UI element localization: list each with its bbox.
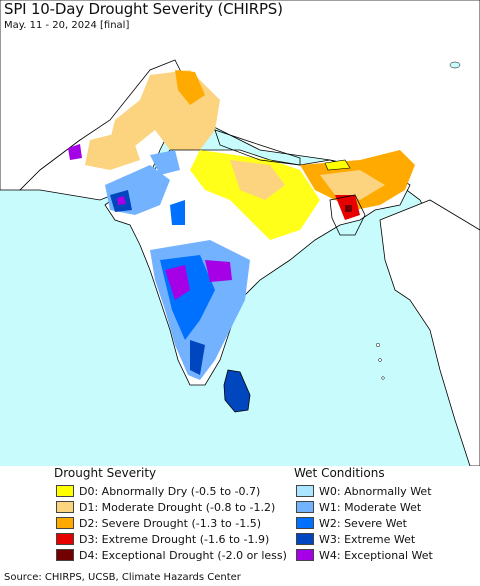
legend-item-w0: W0: Abnormally Wet: [296, 484, 432, 498]
legend-label-d3: D3: Extreme Drought (-1.6 to -1.9): [79, 532, 270, 546]
legend-label-w3: W3: Extreme Wet: [319, 532, 416, 546]
legend-item-w2: W2: Severe Wet: [296, 516, 407, 530]
legend-item-d4: D4: Exceptional Drought (-2.0 or less): [56, 548, 287, 562]
source-credit: Source: CHIRPS, UCSB, Climate Hazards Ce…: [4, 572, 241, 583]
legend-label-d1: D1: Moderate Drought (-0.8 to -1.2): [79, 500, 276, 514]
swatch-d4: [56, 549, 74, 561]
swatch-w0: [296, 485, 314, 497]
legend-item-d0: D0: Abnormally Dry (-0.5 to -0.7): [56, 484, 260, 498]
legend: Drought Severity Wet Conditions D0: Abno…: [0, 466, 480, 570]
legend-wet-title: Wet Conditions: [294, 466, 385, 480]
map-subtitle: May. 11 - 20, 2024 [final]: [4, 20, 130, 31]
legend-item-d2: D2: Severe Drought (-1.3 to -1.5): [56, 516, 261, 530]
legend-item-d3: D3: Extreme Drought (-1.6 to -1.9): [56, 532, 269, 546]
swatch-w1: [296, 501, 314, 513]
swatch-d3: [56, 533, 74, 545]
swatch-d1: [56, 501, 74, 513]
swatch-d2: [56, 517, 74, 529]
legend-label-d2: D2: Severe Drought (-1.3 to -1.5): [79, 516, 262, 530]
drought-map: [0, 0, 480, 466]
swatch-w3: [296, 533, 314, 545]
legend-item-w3: W3: Extreme Wet: [296, 532, 415, 546]
legend-item-d1: D1: Moderate Drought (-0.8 to -1.2): [56, 500, 275, 514]
legend-label-w4: W4: Exceptional Wet: [319, 548, 433, 562]
region-bangladesh: [329, 194, 366, 236]
andaman-islands: [375, 342, 381, 348]
wet-spot-north: [68, 144, 82, 160]
legend-drought-title: Drought Severity: [54, 466, 157, 480]
swatch-w2: [296, 517, 314, 529]
legend-label-w2: W2: Severe Wet: [319, 516, 407, 530]
swatch-d0: [56, 485, 74, 497]
map-title: SPI 10-Day Drought Severity (CHIRPS): [4, 0, 283, 18]
lake: [449, 61, 461, 69]
legend-label-w0: W0: Abnormally Wet: [319, 484, 432, 498]
legend-label-d4: D4: Exceptional Drought (-2.0 or less): [79, 548, 287, 562]
land-southeast-asia: [379, 199, 480, 466]
legend-item-w4: W4: Exceptional Wet: [296, 548, 433, 562]
region-sri-lanka: [223, 369, 251, 413]
legend-item-w1: W1: Moderate Wet: [296, 500, 421, 514]
swatch-w4: [296, 549, 314, 561]
legend-label-w1: W1: Moderate Wet: [319, 500, 422, 514]
region-nepal: [214, 129, 301, 166]
legend-label-d0: D0: Abnormally Dry (-0.5 to -0.7): [79, 484, 261, 498]
